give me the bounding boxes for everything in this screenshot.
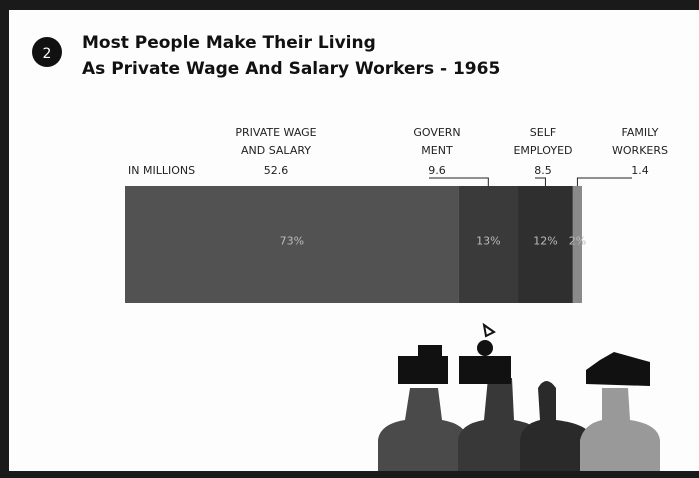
segment-label: SELF [530, 126, 556, 139]
unit-label: IN MILLIONS [128, 164, 195, 177]
millions-label: 1.4 [631, 164, 649, 177]
segment-label: MENT [421, 144, 453, 157]
millions-label: 9.6 [428, 164, 446, 177]
page: 2 Most People Make Their Living As Priva… [0, 0, 699, 478]
segment-label: EMPLOYED [513, 144, 572, 157]
chart-title: Most People Make Their Living [82, 33, 376, 53]
percent-label: 2% [569, 235, 586, 248]
segment-label: FAMILY [622, 126, 659, 139]
percent-label: 73% [280, 235, 304, 248]
percent-label: 13% [476, 235, 500, 248]
segment-label: GOVERN [413, 126, 460, 139]
segment-label: WORKERS [612, 144, 668, 157]
segment-label: PRIVATE WAGE [235, 126, 316, 139]
segment-label: AND SALARY [241, 144, 311, 157]
percent-label: 12% [533, 235, 557, 248]
chart-title: As Private Wage And Salary Workers - 196… [82, 59, 500, 79]
chart: 2 Most People Make Their Living As Priva… [0, 0, 699, 478]
badge-number: 2 [43, 46, 52, 62]
millions-label: 52.6 [264, 164, 289, 177]
millions-label: 8.5 [534, 164, 552, 177]
